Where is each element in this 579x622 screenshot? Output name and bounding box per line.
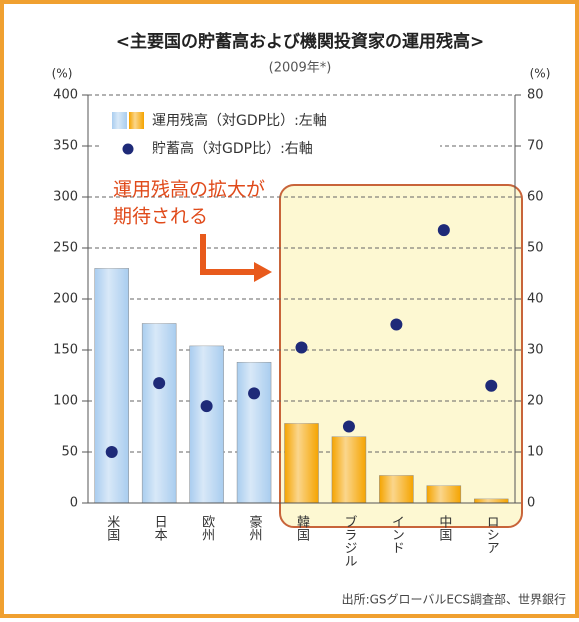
arrow-head: [254, 262, 272, 282]
annotation: 運用残高の拡大が: [113, 179, 265, 201]
y-tick-label: 300: [53, 190, 78, 205]
bar-shine: [426, 485, 461, 503]
y2-tick-label: 70: [527, 139, 544, 154]
y-tick-label: 350: [53, 139, 78, 154]
x-tick-label: 豪州: [247, 514, 262, 541]
legend-swatch-shine: [129, 112, 144, 129]
dot: [390, 318, 403, 331]
dot: [153, 377, 166, 390]
bar-shine: [284, 423, 319, 503]
dot: [200, 400, 213, 413]
y-tick-label: 100: [53, 394, 78, 409]
y2-tick-label: 20: [527, 394, 544, 409]
bar-shine: [379, 475, 414, 503]
legend-swatch-shine: [112, 112, 127, 129]
bar-shine: [142, 323, 177, 503]
x-tick-label: ロシア: [484, 515, 499, 554]
legend-bg: [100, 103, 440, 161]
dot: [342, 420, 355, 433]
y2-tick-label: 50: [527, 241, 544, 256]
bar-shine: [331, 436, 366, 503]
dot: [295, 341, 308, 354]
y2-tick-label: 0: [527, 496, 535, 511]
legend-dot: [122, 143, 134, 155]
y-tick-label: 400: [53, 88, 78, 103]
x-tick-label: 韓国: [294, 515, 310, 541]
y-tick-label: 50: [61, 445, 78, 460]
dot: [437, 224, 450, 237]
bar-shine: [474, 498, 509, 503]
y2-axis-label: (%): [530, 67, 551, 81]
bar-shine: [189, 345, 224, 503]
chart-title: <主要国の貯蓄高および機関投資家の運用残高>: [116, 31, 485, 52]
x-tick-label: インド: [389, 515, 404, 554]
annotation: 期待される: [113, 206, 208, 228]
dot: [248, 387, 261, 400]
y2-tick-label: 10: [527, 445, 544, 460]
dot: [105, 446, 118, 458]
x-tick-label: 日本: [152, 515, 168, 541]
chart-subtitle: (2009年*): [269, 61, 332, 76]
y-tick-label: 250: [53, 241, 78, 256]
arrow: [200, 234, 256, 275]
y2-tick-label: 60: [527, 190, 544, 205]
bar-shine: [237, 362, 272, 503]
x-tick-label: 欧州: [199, 515, 215, 541]
x-tick-label: 中国: [436, 515, 451, 541]
x-tick-label: ブラジル: [341, 514, 356, 567]
y2-tick-label: 40: [527, 292, 544, 307]
legend-label: 貯蓄高（対GDP比）:右軸: [152, 140, 313, 157]
legend-label: 運用残高（対GDP比）:左軸: [152, 112, 327, 129]
y-axis-label: (%): [52, 67, 73, 81]
bar-shine: [94, 268, 129, 503]
y-tick-label: 0: [70, 496, 78, 511]
source: 出所:GSグローバルECS調査部、世界銀行: [342, 592, 566, 607]
x-tick-label: 米国: [104, 515, 120, 541]
y-tick-label: 200: [53, 292, 78, 307]
dot: [485, 379, 498, 392]
y2-tick-label: 30: [527, 343, 544, 358]
y-tick-label: 150: [53, 343, 78, 358]
y2-tick-label: 80: [527, 88, 544, 103]
